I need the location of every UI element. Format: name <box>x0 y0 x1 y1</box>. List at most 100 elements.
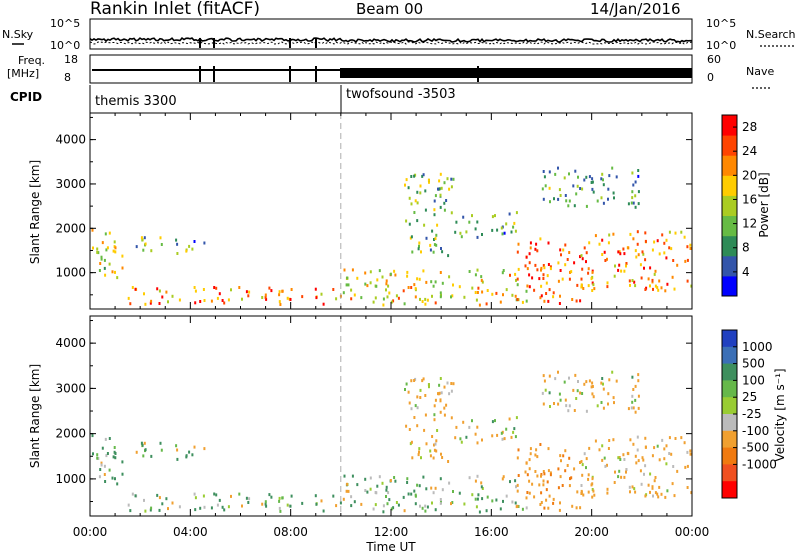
velocity-colorbar-swatch <box>722 447 737 465</box>
velocity-echo-cell <box>511 500 514 504</box>
velocity-echo-cell <box>394 479 397 483</box>
velocity-echo-cell <box>411 456 414 460</box>
power-echo-cell <box>432 250 435 254</box>
velocity-echo-cell <box>602 406 605 410</box>
power-echo-cell <box>199 300 202 303</box>
velocity-echo-cell <box>99 468 102 471</box>
power-echo-cell <box>672 259 675 262</box>
power-echo-cell <box>521 300 524 304</box>
velocity-echo-cell <box>439 498 442 501</box>
velocity-echo-cell <box>554 377 557 381</box>
velocity-echo-cell <box>403 509 406 513</box>
velocity-echo-cell <box>634 410 637 414</box>
power-echo-cell <box>511 293 514 297</box>
velocity-colorbar-label: Velocity [m s⁻¹] <box>773 368 787 461</box>
power-echo-cell <box>315 296 318 300</box>
power-echo-cell <box>525 299 528 303</box>
velocity-echo-cell <box>433 448 436 452</box>
velocity-echo-cell <box>476 474 479 478</box>
velocity-echo-cell <box>515 485 517 489</box>
power-echo-cell <box>587 267 590 271</box>
power-echo-cell <box>407 286 410 289</box>
velocity-echo-cell <box>417 453 420 457</box>
velocity-echo-cell <box>689 449 692 453</box>
velocity-echo-cell <box>156 493 159 497</box>
velocity-colorbar-tick-label: 500 <box>742 357 765 371</box>
power-echo-cell <box>416 201 419 205</box>
velocity-echo-cell <box>637 373 640 377</box>
power-echo-cell <box>587 284 590 288</box>
power-echo-cell <box>194 301 197 305</box>
power-echo-cell <box>564 263 567 267</box>
power-echo-cell <box>625 262 628 265</box>
power-echo-cell <box>631 190 634 194</box>
power-echo-cell <box>588 175 591 179</box>
velocity-echo-cell <box>424 504 427 508</box>
power-echo-cell <box>433 243 436 247</box>
velocity-echo-cell <box>199 506 202 510</box>
power-echo-cell <box>322 302 325 306</box>
power-echo-cell <box>114 250 117 254</box>
power-echo-cell <box>108 262 111 266</box>
power-echo-cell <box>481 290 484 294</box>
power-echo-cell <box>158 302 161 305</box>
velocity-echo-cell <box>612 396 615 400</box>
power-echo-cell <box>601 238 604 242</box>
velocity-colorbar-swatch <box>722 346 737 365</box>
power-echo-cell <box>270 289 273 293</box>
velocity-echo-cell <box>644 445 647 449</box>
velocity-echo-cell <box>452 490 454 493</box>
velocity-echo-cell <box>538 483 541 487</box>
power-echo-cell <box>471 286 474 290</box>
power-echo-cell <box>686 279 689 283</box>
power-echo-cell <box>459 231 462 235</box>
velocity-echo-cell <box>690 491 693 495</box>
power-echo-cell <box>413 211 416 214</box>
velocity-echo-cell <box>227 505 230 509</box>
power-echo-cell <box>503 231 506 235</box>
power-panel-frame <box>89 112 693 310</box>
velocity-echo-cell <box>600 381 603 385</box>
velocity-echo-cell <box>542 470 545 473</box>
power-echo-cell <box>131 286 134 289</box>
velocity-colorbar-tick-label: -25 <box>742 407 762 421</box>
power-echo-cell <box>430 280 433 284</box>
power-echo-cell <box>381 275 384 279</box>
velocity-colorbar-swatch <box>722 481 737 499</box>
power-echo-cell <box>547 299 550 303</box>
velocity-echo-cell <box>528 479 531 483</box>
velocity-echo-cell <box>278 499 281 503</box>
power-echo-cell <box>247 294 250 298</box>
velocity-echo-cell <box>393 476 396 479</box>
velocity-echo-cell <box>437 392 439 396</box>
power-echo-cell <box>637 169 640 172</box>
velocity-echo-cell <box>131 492 134 496</box>
power-echo-cell <box>286 296 289 300</box>
power-echo-cell <box>543 175 546 179</box>
velocity-echo-cell <box>572 388 575 392</box>
velocity-echo-cell <box>385 495 387 498</box>
velocity-echo-cell <box>598 448 601 452</box>
velocity-echo-cell <box>364 489 367 492</box>
power-echo-cell <box>426 298 429 302</box>
power-echo-cell <box>545 292 548 295</box>
power-echo-cell <box>468 270 471 273</box>
power-echo-cell <box>598 242 601 246</box>
velocity-echo-cell <box>557 486 560 490</box>
power-echo-cell <box>514 272 517 276</box>
power-colorbar-tick-label: 12 <box>742 217 757 231</box>
velocity-echo-cell <box>513 427 516 431</box>
power-ytick-label: 3000 <box>55 177 86 191</box>
power-echo-cell <box>535 242 538 246</box>
power-echo-cell <box>210 299 213 303</box>
power-echo-cell <box>549 265 552 269</box>
velocity-echo-cell <box>575 506 578 510</box>
velocity-echo-cell <box>608 378 611 382</box>
velocity-echo-cell <box>517 448 520 452</box>
power-echo-cell <box>641 250 644 254</box>
velocity-echo-cell <box>495 498 498 502</box>
power-colorbar-label: Power [dB] <box>757 172 771 237</box>
power-echo-cell <box>156 287 159 291</box>
velocity-echo-cell <box>663 447 666 451</box>
